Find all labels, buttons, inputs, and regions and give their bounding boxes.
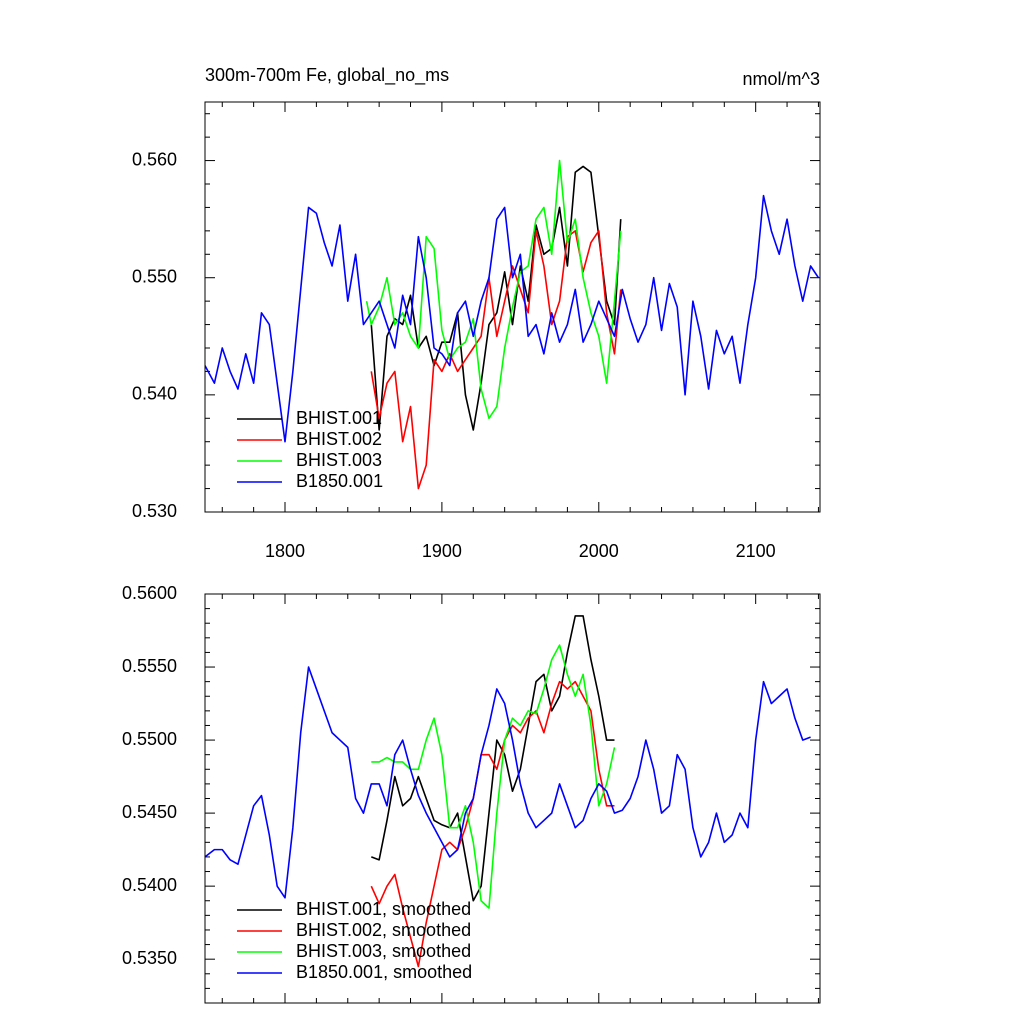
legend-label: BHIST.003	[296, 450, 382, 470]
y-tick-label: 0.530	[132, 501, 177, 521]
x-tick-label: 1800	[265, 541, 305, 561]
y-tick-label: 0.5450	[122, 802, 177, 822]
y-tick-label: 0.560	[132, 149, 177, 169]
series-line	[365, 159, 622, 420]
legend-label: BHIST.003, smoothed	[296, 941, 471, 961]
series-line	[205, 194, 820, 443]
legend-label: BHIST.002, smoothed	[296, 920, 471, 940]
x-tick-label: 1900	[422, 541, 462, 561]
y-tick-label: 0.5500	[122, 729, 177, 749]
y-tick-label: 0.5350	[122, 948, 177, 968]
legend-label: BHIST.001, smoothed	[296, 899, 471, 919]
plot: 0.5350 0.5400 0.5450 0.5500 0.5550 0.5600 BHIS…	[122, 583, 821, 1004]
plot-frame	[204, 593, 821, 1004]
y-tick-label: 0.5550	[122, 656, 177, 676]
series-line	[371, 644, 616, 909]
series-lines	[205, 159, 820, 490]
y-tick-label: 0.540	[132, 384, 177, 404]
units-label: nmol/m^3	[743, 69, 820, 89]
series-line	[370, 680, 615, 968]
plot-frame	[204, 101, 821, 513]
y-tick-label: 0.550	[132, 266, 177, 286]
chart-title: 300m-700m Fe, global_no_ms	[205, 65, 449, 86]
y-tick-label: 0.5600	[122, 583, 177, 603]
x-tick-label: 2000	[579, 541, 619, 561]
series-lines	[205, 615, 811, 968]
legend-label: BHIST.002	[296, 429, 382, 449]
series-line	[370, 165, 622, 431]
plot: 1800 1900 2000 2100 0.530 0.540 0.550 0.560 BHIS…	[132, 101, 821, 561]
legend-label: B1850.001	[296, 471, 383, 491]
y-tick-label: 0.5400	[122, 875, 177, 895]
series-line	[371, 615, 615, 902]
series-line	[205, 666, 811, 899]
legend-label: BHIST.001	[296, 408, 382, 428]
legend-label: B1850.001, smoothed	[296, 962, 472, 982]
x-tick-label: 2100	[736, 541, 776, 561]
